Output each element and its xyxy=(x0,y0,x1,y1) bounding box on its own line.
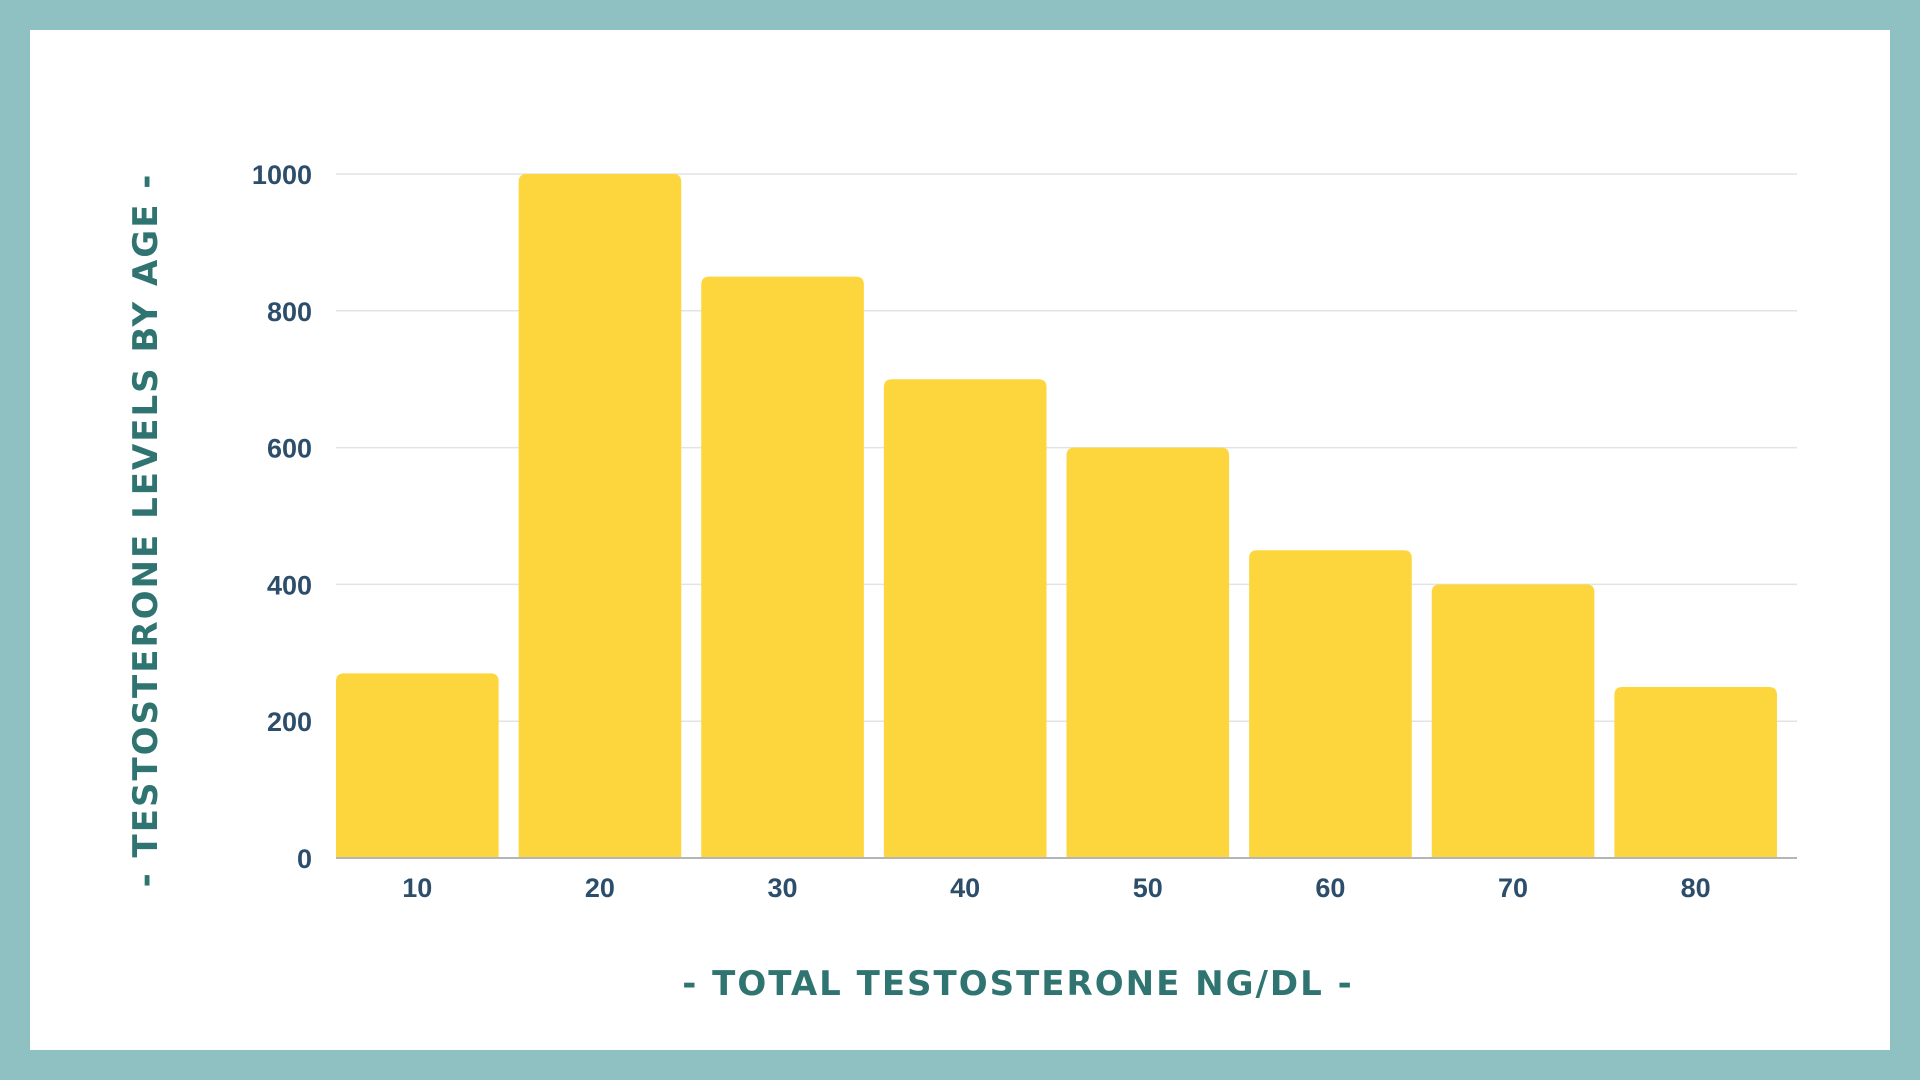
bar-20 xyxy=(518,174,682,858)
bar-10 xyxy=(336,673,499,858)
y-tick-label-800: 800 xyxy=(267,297,312,327)
y-tick-label-1000: 1000 xyxy=(252,160,312,190)
y-tick-label-0: 0 xyxy=(297,844,312,874)
y-tick-labels: 0 200 400 600 800 1000 xyxy=(252,160,312,874)
bar-30 xyxy=(701,276,864,859)
x-tick-label-20: 20 xyxy=(585,873,615,903)
y-tick-label-400: 400 xyxy=(267,570,312,600)
bar-60 xyxy=(1249,550,1412,858)
x-tick-label-10: 10 xyxy=(402,873,432,903)
x-tick-label-70: 70 xyxy=(1498,873,1528,903)
bar-50 xyxy=(1066,447,1230,858)
bars xyxy=(336,174,1777,859)
x-tick-label-30: 30 xyxy=(768,873,798,903)
y-tick-label-200: 200 xyxy=(267,707,312,737)
bar-80 xyxy=(1614,687,1777,858)
x-axis-title: - TOTAL TESTOSTERONE NG/DL - xyxy=(682,964,1354,1004)
x-tick-label-80: 80 xyxy=(1681,873,1711,903)
x-tick-label-40: 40 xyxy=(950,873,980,903)
y-tick-label-600: 600 xyxy=(267,434,312,464)
x-tick-labels: 10 20 30 40 50 60 70 80 xyxy=(402,873,1710,903)
y-axis-title: - TESTOSTERONE LEVELS BY AGE - xyxy=(126,173,166,888)
x-tick-label-50: 50 xyxy=(1133,873,1163,903)
bar-40 xyxy=(883,379,1047,858)
x-tick-label-60: 60 xyxy=(1315,873,1345,903)
bar-70 xyxy=(1431,584,1595,858)
